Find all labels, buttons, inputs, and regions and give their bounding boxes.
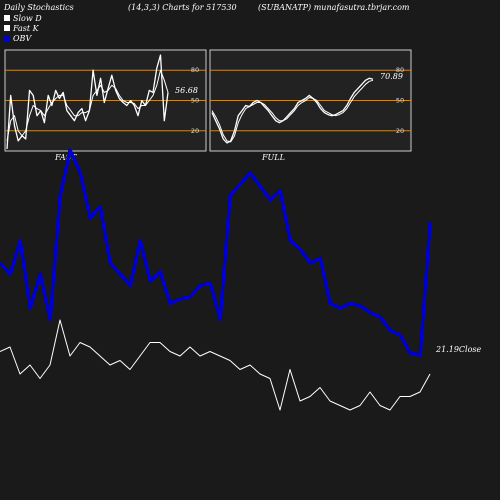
full-fast-k-line	[211, 77, 374, 144]
full-slow-d-line	[211, 79, 374, 143]
fast-level-label-50: 50	[191, 97, 199, 105]
legend-swatch-slow-d	[4, 15, 10, 21]
legend-label-obv: OBV	[13, 34, 32, 43]
fast-level-label-20: 20	[191, 127, 199, 135]
legend-label-slow-d: Slow D	[13, 14, 42, 23]
legend-swatch-fast-k	[4, 25, 10, 31]
close-value-label: 21.19Close	[435, 345, 482, 354]
close-price-line	[0, 319, 431, 411]
full-stochastic-panel: 80 50 20 70.89	[209, 49, 412, 152]
fast-level-label-80: 80	[191, 66, 199, 74]
full-panel-label: FULL	[261, 153, 285, 162]
chart-symbol: (SUBANATP) munafasutra.tbrjar.com	[258, 3, 410, 12]
main-price-obv-area	[0, 148, 432, 411]
obv-line	[0, 148, 432, 357]
fast-panel-label: FAST	[54, 153, 77, 162]
full-level-label-50: 50	[396, 97, 404, 105]
full-level-label-20: 20	[396, 127, 404, 135]
legend-swatch-obv	[4, 35, 10, 41]
full-value-label: 70.89	[380, 72, 403, 81]
fast-fast-k-line	[6, 54, 169, 150]
chart-params: (14,3,3) Charts for 517530	[128, 3, 237, 12]
full-level-label-80: 80	[396, 66, 404, 74]
chart-title: Daily Stochastics	[3, 3, 74, 12]
fast-slow-d-line	[6, 69, 169, 141]
fast-value-label: 56.68	[175, 86, 198, 95]
legend-label-fast-k: Fast K	[12, 24, 40, 33]
fast-stochastic-panel: 80 50 20 56.68	[4, 49, 207, 152]
